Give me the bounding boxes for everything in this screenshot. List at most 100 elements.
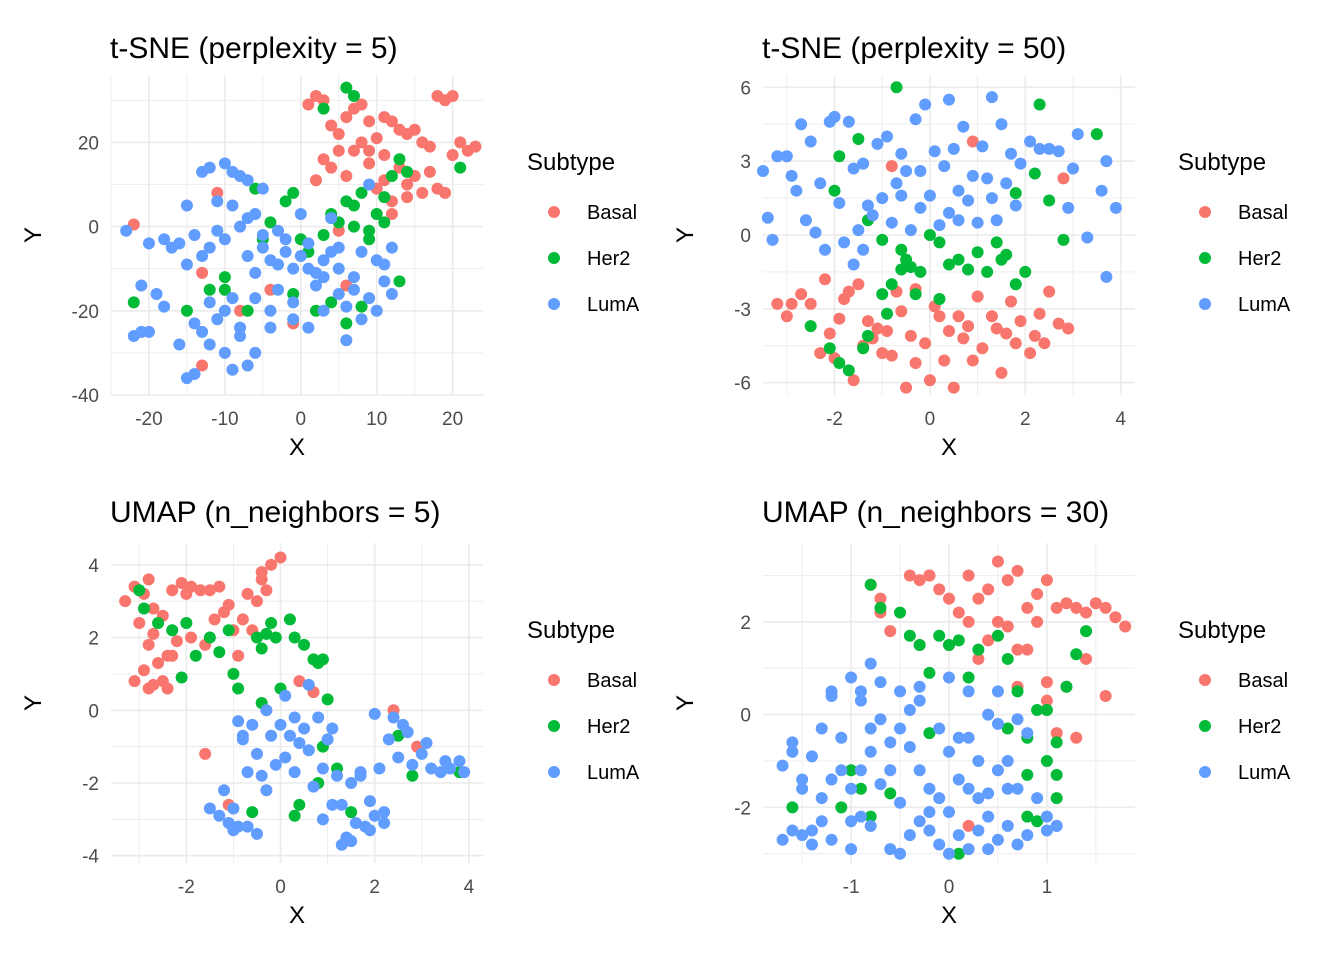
point-her2 xyxy=(923,229,936,241)
point-luma xyxy=(852,224,865,237)
point-her2 xyxy=(962,263,975,276)
point-luma xyxy=(227,802,240,815)
point-basal xyxy=(972,652,985,665)
point-her2 xyxy=(189,649,202,662)
point-basal xyxy=(370,132,383,145)
point-basal xyxy=(952,310,965,323)
point-her2 xyxy=(943,258,955,271)
x-tick-label: -2 xyxy=(826,409,843,430)
point-basal xyxy=(1038,337,1051,350)
point-basal xyxy=(861,315,874,328)
point-luma xyxy=(861,199,874,212)
point-luma xyxy=(246,718,259,731)
point-her2 xyxy=(363,233,376,246)
point-luma xyxy=(385,287,398,300)
point-basal xyxy=(302,98,315,111)
point-basal xyxy=(780,310,793,323)
point-luma xyxy=(982,708,995,721)
point-basal xyxy=(982,583,995,596)
point-luma xyxy=(874,676,887,689)
point-her2 xyxy=(894,606,907,619)
point-her2 xyxy=(152,617,165,629)
point-luma xyxy=(962,685,975,698)
point-basal xyxy=(128,675,141,688)
point-luma xyxy=(340,300,353,313)
point-luma xyxy=(188,229,201,241)
point-basal xyxy=(823,327,836,340)
x-tick-label: 4 xyxy=(464,877,475,898)
point-her2 xyxy=(1033,98,1046,111)
point-luma xyxy=(845,671,858,684)
point-luma xyxy=(1031,792,1044,805)
point-basal xyxy=(340,170,353,183)
point-luma xyxy=(833,197,846,209)
point-luma xyxy=(866,209,879,222)
point-luma xyxy=(203,241,216,254)
point-luma xyxy=(864,722,877,735)
point-basal xyxy=(938,354,951,367)
point-luma xyxy=(972,792,985,805)
point-luma xyxy=(884,736,897,749)
point-luma xyxy=(288,711,301,724)
point-basal xyxy=(401,191,414,204)
point-basal xyxy=(340,111,353,124)
point-her2 xyxy=(1031,815,1044,828)
point-luma xyxy=(854,810,867,823)
x-tick-label: 0 xyxy=(925,409,936,430)
point-basal xyxy=(147,627,160,640)
point-her2 xyxy=(355,300,368,313)
point-luma xyxy=(966,169,979,182)
point-her2 xyxy=(321,693,334,706)
point-basal xyxy=(976,342,989,355)
point-basal xyxy=(1005,295,1017,308)
point-basal xyxy=(196,359,209,372)
point-luma xyxy=(1100,155,1113,168)
point-luma xyxy=(864,819,877,832)
point-her2 xyxy=(933,629,946,642)
point-basal xyxy=(232,649,245,662)
point-luma xyxy=(776,759,789,772)
point-luma xyxy=(1043,142,1056,155)
legend-key-her2 xyxy=(548,252,560,264)
point-her2 xyxy=(218,271,231,284)
y-tick-label: 3 xyxy=(740,152,751,173)
point-luma xyxy=(150,287,163,300)
y-tick-label: 6 xyxy=(740,78,751,99)
point-luma xyxy=(761,211,774,224)
point-luma xyxy=(434,766,447,779)
y-tick-label: -4 xyxy=(82,847,99,868)
panel-title: UMAP (n_neighbors = 5) xyxy=(110,496,440,529)
point-luma xyxy=(1040,824,1053,837)
point-luma xyxy=(272,224,285,237)
point-luma xyxy=(279,751,292,764)
point-luma xyxy=(264,304,277,317)
point-her2 xyxy=(857,342,870,355)
point-her2 xyxy=(876,288,889,301)
point-luma xyxy=(378,275,391,288)
point-basal xyxy=(833,312,846,325)
x-axis-label: X xyxy=(941,902,957,929)
point-basal xyxy=(991,555,1004,568)
point-luma xyxy=(1062,201,1075,214)
point-her2 xyxy=(1070,648,1083,661)
point-her2 xyxy=(1009,278,1022,291)
legend-label: Her2 xyxy=(1238,248,1281,270)
point-basal xyxy=(923,569,936,582)
point-luma xyxy=(914,201,927,214)
point-luma xyxy=(294,250,307,263)
point-basal xyxy=(1050,601,1063,614)
point-luma xyxy=(385,241,398,254)
point-luma xyxy=(815,722,828,735)
point-luma xyxy=(250,827,263,840)
point-her2 xyxy=(213,646,226,659)
point-her2 xyxy=(180,304,193,317)
point-her2 xyxy=(952,253,965,266)
y-tick-label: 0 xyxy=(88,701,99,722)
point-her2 xyxy=(279,195,292,208)
point-luma xyxy=(218,157,231,170)
panel-title: t-SNE (perplexity = 5) xyxy=(110,32,398,65)
point-luma xyxy=(991,833,1004,846)
point-luma xyxy=(218,233,231,246)
point-her2 xyxy=(1040,754,1053,767)
point-luma xyxy=(985,91,998,104)
